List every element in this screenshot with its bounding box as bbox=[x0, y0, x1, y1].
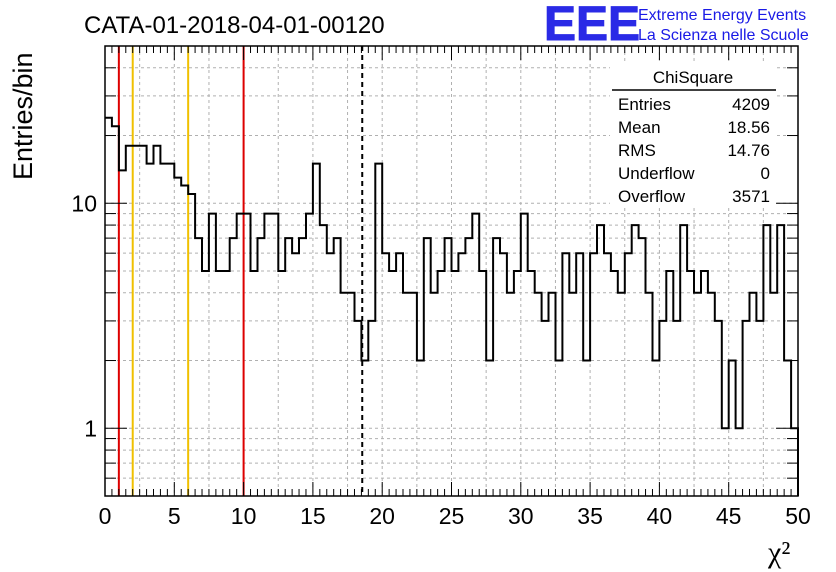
stats-row-value: 4209 bbox=[732, 95, 770, 114]
stats-row: Mean 18.56 bbox=[618, 118, 770, 137]
stats-row-value: 18.56 bbox=[727, 118, 770, 137]
logo-text: EEE bbox=[544, 0, 640, 51]
x-tick-label: 50 bbox=[785, 503, 811, 529]
axes bbox=[104, 45, 799, 497]
y-tick-label: 10 bbox=[71, 190, 97, 216]
stats-row-value: 3571 bbox=[732, 187, 770, 206]
x-tick-label: 15 bbox=[300, 503, 326, 529]
stats-row: Overflow 3571 bbox=[618, 187, 770, 206]
stats-box-frame bbox=[610, 62, 776, 208]
stats-row-label: Entries bbox=[618, 95, 671, 114]
stats-row-label: Overflow bbox=[618, 187, 686, 206]
y-tick-labels: 1 10 bbox=[71, 190, 97, 441]
x-tick-label: 25 bbox=[439, 503, 465, 529]
marker-lines bbox=[117, 46, 364, 496]
stats-row: RMS 14.76 bbox=[618, 141, 770, 160]
x-tick-label: 5 bbox=[168, 503, 181, 529]
x-tick-label: 20 bbox=[369, 503, 395, 529]
x-axis-label: χ² bbox=[767, 536, 790, 569]
stats-title: ChiSquare bbox=[653, 68, 733, 87]
histogram-line bbox=[105, 116, 799, 496]
logo-subtitle-line2: La Scienza nelle Scuole bbox=[638, 27, 809, 44]
stats-row-label: RMS bbox=[618, 141, 656, 160]
stats-row: Entries 4209 bbox=[618, 95, 770, 114]
x-tick-labels: 0 5 10 15 20 25 30 35 40 45 50 bbox=[99, 503, 811, 529]
stats-row-label: Underflow bbox=[618, 164, 695, 183]
stats-row-value: 0 bbox=[761, 164, 770, 183]
x-tick-label: 40 bbox=[647, 503, 673, 529]
x-tick-label: 0 bbox=[99, 503, 112, 529]
y-tick-label: 1 bbox=[84, 415, 97, 441]
stats-row: Underflow 0 bbox=[618, 164, 770, 183]
x-tick-label: 45 bbox=[716, 503, 742, 529]
y-axis-label: Entries/bin bbox=[8, 52, 38, 180]
logo-subtitle-line1: Extreme Energy Events bbox=[638, 7, 806, 24]
stats-row-value: 14.76 bbox=[727, 141, 770, 160]
stats-row-label: Mean bbox=[618, 118, 661, 137]
x-tick-label: 35 bbox=[577, 503, 603, 529]
chart-title: CATA-01-2018-04-01-00120 bbox=[84, 12, 385, 39]
eee-logo: EEE Extreme Energy Events La Scienza nel… bbox=[544, 0, 809, 52]
x-tick-label: 10 bbox=[231, 503, 257, 529]
x-tick-label: 30 bbox=[508, 503, 534, 529]
stats-box: ChiSquare Entries 4209 Mean 18.56 RMS 14… bbox=[610, 62, 776, 208]
